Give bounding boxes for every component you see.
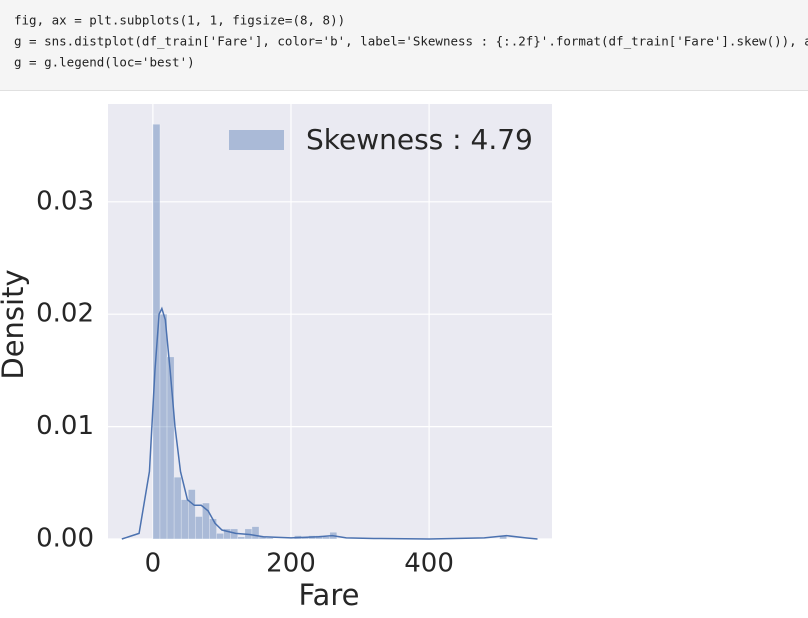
y-tick-label: 0.01 [36,411,94,441]
histogram-bar [265,537,274,540]
x-axis-label: Fare [299,578,360,612]
y-axis-label: Density [0,269,30,379]
histogram-bar [159,313,168,540]
code-line: g = g.legend(loc='best') [14,55,195,70]
histogram-bar [322,536,331,540]
histogram-bar [152,123,161,540]
histogram-bar [237,536,246,540]
y-tick-label: 0.00 [36,524,94,554]
x-tick-label: 200 [266,549,316,579]
legend-label: Skewness : 4.79 [306,123,533,156]
y-tick-label: 0.03 [36,186,94,216]
histogram-bar [195,516,203,540]
histogram-bar [166,356,175,540]
histogram-bar [209,518,217,540]
legend-patch [229,130,284,150]
y-tick-label: 0.02 [36,299,94,329]
code-cell [0,0,808,90]
histogram-bar [188,489,196,540]
x-tick-label: 400 [404,549,454,579]
plot-area [108,104,552,539]
kde-line [121,306,538,540]
code-line: fig, ax = plt.subplots(1, 1, figsize=(8,… [14,13,345,28]
histogram-bar [251,526,260,540]
histogram-bar [180,499,189,540]
x-tick-label: 0 [145,549,162,579]
histogram-bar [216,533,224,540]
code-line: g = sns.distplot(df_train['Fare'], color… [14,34,808,49]
histogram-bar [173,476,182,540]
